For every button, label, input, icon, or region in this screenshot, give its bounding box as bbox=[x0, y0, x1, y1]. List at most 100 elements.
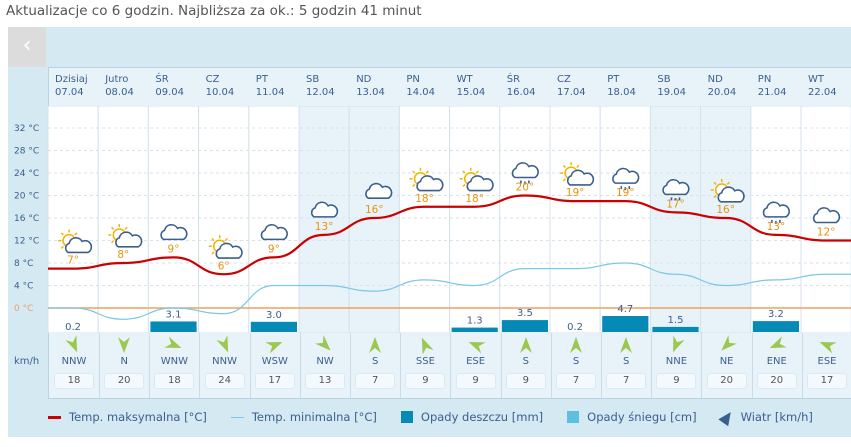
y-tick-label: 24 °C bbox=[14, 169, 39, 179]
legend-snow-label: Opady śniegu [cm] bbox=[587, 410, 697, 424]
wind-cell: NNE 9 bbox=[651, 333, 703, 398]
wind-speed: 18 bbox=[154, 373, 195, 389]
wind-direction: ESE bbox=[817, 356, 837, 367]
wind-speed: 9 bbox=[405, 373, 446, 389]
min-swatch bbox=[230, 416, 244, 418]
day-name: ŚR bbox=[155, 74, 169, 85]
wind-direction: NW bbox=[316, 356, 334, 367]
y-tick-label: 16 °C bbox=[14, 214, 39, 224]
legend-min[interactable]: Temp. minimalna [°C] bbox=[230, 410, 377, 424]
prev-button[interactable]: ‹ bbox=[8, 27, 46, 67]
day-header-row: Dzisiaj 07.04 Jutro 08.04 ŚR 09.04 CZ 10.04 PT 11… bbox=[48, 67, 851, 107]
rain-label: 3.5 bbox=[517, 308, 533, 319]
day-header: ND 20.04 bbox=[708, 73, 737, 99]
day-name: PT bbox=[255, 74, 268, 85]
day-header: SB 19.04 bbox=[657, 73, 686, 99]
day-date: 20.04 bbox=[707, 87, 737, 98]
legend-wind[interactable]: Wiatr [km/h] bbox=[717, 408, 813, 426]
rain-label: 3.2 bbox=[768, 309, 784, 320]
wind-cell: S 7 bbox=[601, 333, 653, 398]
wind-cell: ENE 20 bbox=[752, 333, 803, 398]
wind-arrow-icon bbox=[519, 337, 532, 353]
day-column bbox=[298, 106, 350, 333]
wind-speed: 24 bbox=[204, 373, 245, 389]
day-name: PN bbox=[406, 74, 420, 85]
wind-speed: 20 bbox=[706, 373, 747, 389]
day-column bbox=[248, 106, 300, 333]
wind-direction: S bbox=[572, 356, 580, 367]
day-name: PT bbox=[607, 74, 620, 85]
max-temp-line bbox=[48, 194, 851, 276]
legend-snow[interactable]: Opady śniegu [cm] bbox=[567, 410, 697, 424]
update-info: Aktualizacje co 6 godzin. Najbliższa za … bbox=[6, 3, 422, 19]
legend-max-label: Temp. maksymalna [°C] bbox=[69, 410, 207, 424]
day-column bbox=[750, 106, 802, 333]
sun-cloud-icon bbox=[710, 179, 745, 203]
wind-cell: NNW 18 bbox=[49, 333, 100, 398]
y-tick-label: 28 °C bbox=[14, 147, 39, 157]
day-header: PN 14.04 bbox=[406, 73, 435, 99]
rain-bar bbox=[652, 326, 699, 332]
legend-wind-label: Wiatr [km/h] bbox=[740, 410, 813, 424]
day-date: 11.04 bbox=[255, 87, 285, 98]
legend-rain[interactable]: Opady deszczu [mm] bbox=[400, 410, 543, 424]
day-name: CZ bbox=[557, 74, 571, 85]
wind-cell: SSE 9 bbox=[400, 333, 452, 398]
sun-cloud-icon bbox=[208, 235, 243, 259]
day-date: 12.04 bbox=[306, 87, 335, 98]
forecast-widget: ‹ Dzisiaj 07.04 Jutro 08.04 ŚR 09.04 CZ 10.04 PT… bbox=[8, 27, 851, 437]
max-temp-label: 18° bbox=[415, 193, 434, 205]
day-column bbox=[499, 106, 551, 333]
temperature-chart: 32 °C 28 °C 24 °C 20 °C 16 °C 12 °C 8 °C 4 °C 0 … bbox=[8, 106, 851, 333]
cloud-icon bbox=[310, 201, 339, 218]
wind-row: NNW 18 N 20 WNW 18 NNW 24 WSW 17 NW 13 S… bbox=[48, 333, 851, 399]
wind-cell: N 20 bbox=[99, 333, 151, 398]
day-column bbox=[147, 106, 200, 333]
day-date: 18.04 bbox=[607, 87, 636, 98]
wind-direction: N bbox=[120, 356, 128, 367]
legend-max[interactable]: Temp. maksymalna [°C] bbox=[48, 410, 207, 424]
max-temp-label: 8° bbox=[117, 249, 129, 261]
wind-direction: WSW bbox=[261, 356, 288, 367]
y-tick-label: 20 °C bbox=[14, 192, 39, 202]
wind-speed: 13 bbox=[305, 373, 345, 389]
cloud-icon bbox=[260, 224, 288, 241]
day-header: WT 22.04 bbox=[808, 73, 837, 99]
day-header: CZ 10.04 bbox=[206, 73, 235, 99]
day-date: 10.04 bbox=[205, 87, 235, 98]
wind-cell: ESE 17 bbox=[802, 333, 851, 398]
y-tick-label: 4 °C bbox=[14, 282, 33, 292]
day-name: Jutro bbox=[105, 74, 129, 85]
wind-arrow-icon bbox=[819, 342, 837, 354]
y-tick-label: 32 °C bbox=[14, 124, 39, 134]
day-date: 22.04 bbox=[808, 87, 837, 98]
day-date: 19.04 bbox=[657, 87, 687, 98]
rain-bar bbox=[150, 321, 197, 332]
max-temp-label: 13° bbox=[315, 221, 334, 233]
sun-cloud-icon bbox=[459, 167, 494, 192]
day-column bbox=[348, 106, 400, 333]
max-temp-label: 19° bbox=[616, 187, 635, 199]
y-tick-label: 12 °C bbox=[14, 237, 39, 247]
rain-label: 1.5 bbox=[668, 315, 684, 326]
y-tick-label: 8 °C bbox=[14, 259, 33, 269]
day-date: 16.04 bbox=[506, 87, 536, 98]
day-name: WT bbox=[808, 74, 824, 85]
wind-direction: NNW bbox=[61, 356, 87, 367]
wind-speed: 9 bbox=[656, 373, 697, 389]
clouds-icon bbox=[365, 182, 393, 199]
wind-speed: 9 bbox=[455, 373, 496, 389]
day-date: 14.04 bbox=[406, 87, 436, 98]
day-header: Jutro 08.04 bbox=[105, 73, 134, 99]
cloud-icon bbox=[160, 224, 188, 241]
wind-direction: WNW bbox=[160, 356, 189, 367]
wind-arrow-icon bbox=[570, 337, 582, 353]
day-header: PT 11.04 bbox=[256, 73, 285, 99]
day-column bbox=[599, 106, 651, 333]
rain-bar bbox=[250, 321, 297, 332]
legend-min-label: Temp. minimalna [°C] bbox=[251, 410, 377, 424]
wind-cell: S 7 bbox=[350, 333, 402, 398]
day-header: PT 18.04 bbox=[607, 73, 636, 99]
max-temp-label: 20° bbox=[516, 182, 535, 194]
day-header: SB 12.04 bbox=[306, 73, 335, 99]
